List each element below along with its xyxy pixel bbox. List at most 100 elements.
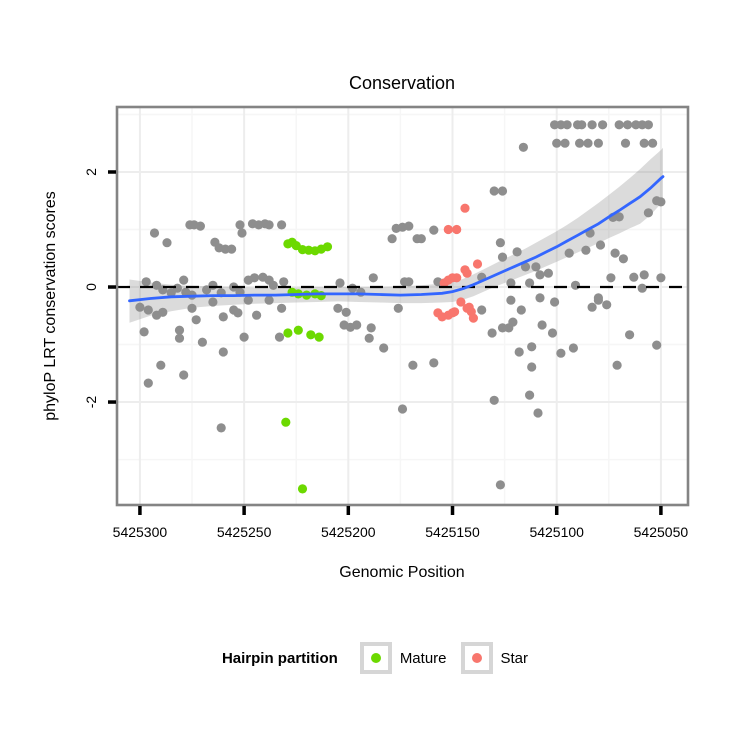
data-point-other (612, 360, 622, 370)
y-tick-label: 0 (83, 283, 99, 291)
data-point-other (208, 280, 218, 290)
conservation-scatter-plot: 5425300 5425250 5425200 5425150 5425100 54250… (42, 73, 690, 581)
data-point-other (620, 138, 631, 148)
data-point-mature (314, 332, 324, 342)
legend-item-mature[interactable]: Mature (359, 642, 447, 674)
data-point-other (387, 234, 397, 244)
data-point-other (568, 343, 579, 353)
data-point-other (512, 247, 522, 257)
data-point-other (556, 348, 566, 358)
data-point-other (495, 480, 505, 490)
data-point-other (237, 228, 247, 238)
data-point-other (195, 221, 205, 231)
x-tick-label: 5425150 (425, 524, 480, 540)
data-point-star (443, 224, 453, 235)
data-point-other (652, 340, 662, 350)
data-point-other (156, 360, 166, 370)
data-point-other (179, 370, 189, 380)
data-point-other (235, 220, 245, 230)
data-point-other (648, 138, 658, 148)
data-point-other (614, 212, 624, 222)
data-point-other (197, 337, 207, 347)
data-point-other (564, 248, 574, 258)
data-point-other (583, 138, 593, 148)
data-point-other (606, 273, 616, 283)
data-point-other (643, 208, 654, 218)
data-point-other (535, 293, 545, 303)
data-point-other (404, 277, 414, 287)
x-tick-label: 5425050 (634, 524, 689, 540)
data-point-other (497, 323, 508, 333)
data-point-other (577, 120, 587, 130)
data-point-other (233, 308, 243, 318)
data-point-other (531, 262, 541, 272)
data-point-other (264, 295, 274, 305)
data-point-star (450, 307, 460, 317)
data-point-other (639, 138, 649, 148)
data-point-other (629, 272, 639, 282)
data-point-other (143, 305, 153, 315)
data-point-mature (322, 242, 333, 252)
data-point-other (202, 285, 212, 295)
data-point-other (631, 120, 641, 130)
data-point-other (366, 323, 376, 333)
data-point-other (656, 273, 666, 283)
data-point-other (191, 315, 201, 325)
data-point-other (656, 197, 666, 207)
data-point-other (543, 268, 554, 278)
data-point-mature (293, 325, 303, 335)
data-point-other (227, 244, 237, 254)
data-point-mature (306, 330, 316, 340)
data-point-other (560, 138, 570, 148)
panel-border (115, 105, 690, 507)
data-point-other (429, 225, 439, 235)
data-point-other (518, 142, 529, 152)
y-tick-label: 2 (83, 168, 99, 176)
data-point-other (516, 305, 526, 315)
data-point-other (143, 378, 153, 388)
data-point-other (581, 245, 591, 255)
data-point-other (643, 120, 654, 130)
data-point-other (593, 295, 604, 305)
data-point-star (452, 273, 462, 283)
legend-label-star: Star (500, 649, 529, 667)
data-point-other (497, 186, 508, 196)
data-point-other (602, 300, 612, 310)
x-tick-label: 5425250 (217, 524, 272, 540)
data-point-other (525, 278, 535, 288)
y-tick-label: -2 (83, 396, 99, 409)
data-point-other (625, 330, 635, 340)
data-point-other (277, 303, 287, 313)
axis-ticks-and-labels: 5425300 5425250 5425200 5425150 5425100 54250… (83, 168, 688, 540)
data-point-other (416, 234, 426, 244)
data-point-other (162, 238, 172, 248)
x-tick-label: 5425300 (113, 524, 168, 540)
legend-key-mature (359, 642, 392, 674)
data-point-other (187, 303, 197, 313)
data-point-other (279, 277, 289, 287)
data-point-other (595, 240, 606, 250)
data-point-other (593, 138, 604, 148)
star-dot-icon (471, 653, 482, 663)
data-point-other (393, 303, 403, 313)
data-point-other (550, 120, 560, 130)
legend-item-star[interactable]: Star (460, 642, 529, 674)
data-point-other (179, 275, 189, 285)
data-point-other (487, 328, 497, 338)
data-point-mature (297, 484, 308, 494)
smooth-trend-line (128, 175, 665, 303)
data-point-other (218, 347, 228, 357)
chart-title: Conservation (349, 73, 455, 93)
data-point-other (618, 254, 629, 264)
data-point-other (497, 252, 508, 262)
legend: Hairpin partition Mature Star (0, 636, 750, 680)
data-point-other (506, 278, 516, 288)
data-point-other (587, 302, 597, 312)
data-point-other (610, 248, 620, 258)
data-point-other (139, 327, 149, 337)
data-point-other (408, 360, 418, 370)
x-tick-label: 5425200 (321, 524, 376, 540)
data-point-mature (316, 291, 326, 301)
data-point-other (252, 310, 262, 320)
